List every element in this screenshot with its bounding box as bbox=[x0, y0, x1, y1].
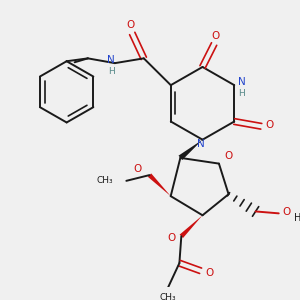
Text: H: H bbox=[108, 67, 114, 76]
Text: N: N bbox=[238, 77, 246, 87]
Text: O: O bbox=[266, 120, 274, 130]
Text: CH₃: CH₃ bbox=[96, 176, 113, 185]
Text: H: H bbox=[294, 213, 300, 223]
Text: O: O bbox=[211, 32, 219, 41]
Polygon shape bbox=[148, 173, 171, 196]
Polygon shape bbox=[180, 215, 202, 238]
Text: H: H bbox=[238, 89, 245, 98]
Text: O: O bbox=[224, 151, 233, 161]
Text: N: N bbox=[197, 139, 205, 148]
Text: O: O bbox=[167, 233, 176, 243]
Polygon shape bbox=[178, 140, 203, 160]
Text: O: O bbox=[126, 20, 134, 30]
Text: CH₃: CH₃ bbox=[160, 293, 176, 300]
Text: O: O bbox=[205, 268, 213, 278]
Text: N: N bbox=[107, 55, 115, 65]
Text: O: O bbox=[134, 164, 142, 174]
Text: O: O bbox=[282, 207, 291, 218]
